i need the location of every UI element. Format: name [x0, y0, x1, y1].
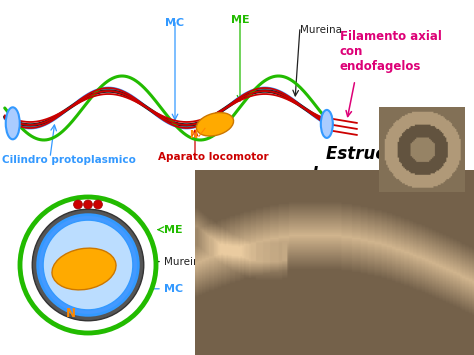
Text: Mureina: Mureina — [164, 257, 206, 267]
Ellipse shape — [6, 107, 20, 139]
Text: ME: ME — [164, 225, 182, 235]
Text: MC: MC — [165, 18, 184, 28]
Circle shape — [83, 200, 92, 209]
Ellipse shape — [321, 110, 333, 138]
Text: Filamento axial
con
endofagelos: Filamento axial con endofagelos — [340, 30, 442, 73]
Text: Estructura de
las espiroquetas: Estructura de las espiroquetas — [312, 145, 467, 184]
Text: N: N — [189, 130, 197, 140]
Ellipse shape — [196, 113, 234, 136]
Text: Mureina: Mureina — [300, 25, 342, 35]
Circle shape — [20, 197, 156, 333]
Circle shape — [73, 200, 82, 209]
Circle shape — [32, 209, 144, 321]
Text: N: N — [66, 307, 76, 321]
Text: Aparato locomotor: Aparato locomotor — [158, 152, 269, 162]
Ellipse shape — [52, 248, 116, 290]
Circle shape — [93, 200, 102, 209]
Circle shape — [37, 215, 138, 315]
Text: ME: ME — [231, 15, 249, 25]
Circle shape — [43, 220, 133, 310]
Text: Cilindro protoplasmico: Cilindro protoplasmico — [2, 155, 136, 165]
Text: MC: MC — [164, 284, 183, 294]
